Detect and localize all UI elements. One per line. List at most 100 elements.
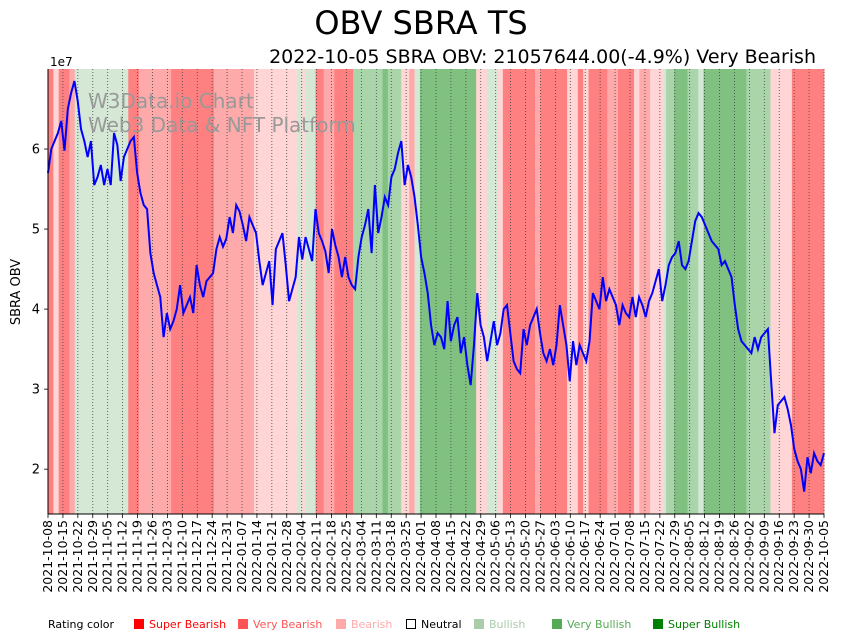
rating-band <box>783 69 787 514</box>
rating-band <box>815 69 820 514</box>
rating-band <box>130 69 135 514</box>
rating-band <box>502 69 506 514</box>
rating-band <box>791 69 795 514</box>
rating-band <box>532 69 536 514</box>
legend-label: Very Bullish <box>567 618 632 631</box>
rating-band <box>481 69 485 514</box>
rating-band <box>181 69 185 514</box>
rating-band <box>516 69 520 514</box>
legend-swatch <box>653 619 663 629</box>
rating-band <box>759 69 763 514</box>
rating-band <box>537 69 541 514</box>
rating-band <box>805 69 809 514</box>
rating-band <box>122 69 126 514</box>
x-tick-label: 2022-09-02 <box>741 520 756 593</box>
rating-band <box>248 69 252 514</box>
rating-band <box>64 69 68 514</box>
rating-band <box>513 69 517 514</box>
rating-band <box>216 69 220 514</box>
rating-band <box>66 69 70 514</box>
rating-band <box>625 69 630 514</box>
rating-band <box>644 69 648 514</box>
x-ticks: 2021-10-08 2021-10-15 2021-10-22 2021-10-29… <box>40 514 831 593</box>
rating-band <box>307 69 311 514</box>
rating-band <box>572 69 576 514</box>
rating-band <box>58 69 62 514</box>
rating-band <box>155 69 159 514</box>
y-ticks: 2 3 4 5 6 <box>32 143 48 478</box>
rating-band <box>473 69 477 514</box>
x-tick-label: 2022-03-11 <box>368 520 383 593</box>
rating-band <box>700 69 704 514</box>
x-tick-label: 2022-01-14 <box>249 520 264 593</box>
rating-band <box>711 69 715 514</box>
rating-band <box>213 69 217 514</box>
rating-band <box>369 69 373 514</box>
rating-band <box>749 69 753 514</box>
rating-band <box>224 69 228 514</box>
rating-band <box>101 69 105 514</box>
rating-band <box>195 69 199 514</box>
x-tick-label: 2021-12-10 <box>174 520 189 593</box>
rating-band <box>112 69 116 514</box>
rating-band <box>350 69 354 514</box>
y-tick-label: 2 <box>32 463 40 478</box>
rating-band <box>120 69 124 514</box>
rating-band <box>294 69 298 514</box>
rating-band <box>556 69 560 514</box>
x-tick-label: 2022-06-03 <box>547 520 562 593</box>
rating-band <box>706 69 710 514</box>
rating-band <box>529 69 533 514</box>
rating-band <box>128 69 132 514</box>
rating-band <box>508 69 512 514</box>
rating-band <box>746 69 750 514</box>
rating-band <box>655 69 659 514</box>
rating-band <box>109 69 113 514</box>
rating-band <box>256 69 260 514</box>
chart-title: OBV SBRA TS <box>314 4 528 42</box>
rating-band <box>470 69 474 514</box>
x-tick-label: 2022-07-29 <box>667 520 682 593</box>
y-tick-label: 6 <box>32 143 40 158</box>
rating-band <box>609 69 614 514</box>
x-tick-label: 2022-10-05 <box>816 520 831 593</box>
rating-band <box>211 69 215 514</box>
rating-band <box>56 69 60 514</box>
rating-band <box>371 69 375 514</box>
rating-band <box>604 69 608 514</box>
rating-band <box>797 69 801 514</box>
legend-item-super-bullish: Super Bullish <box>653 618 740 631</box>
rating-band <box>69 69 73 514</box>
rating-band <box>133 69 137 514</box>
rating-band <box>457 69 461 514</box>
rating-band <box>489 69 493 514</box>
rating-band <box>642 69 646 514</box>
rating-band <box>620 69 624 514</box>
watermark-line2: Web3 Data & NFT Platform <box>88 113 356 137</box>
x-tick-label: 2022-05-27 <box>532 520 547 593</box>
rating-band <box>438 69 442 514</box>
rating-band <box>168 69 172 514</box>
rating-band <box>617 69 622 514</box>
rating-band <box>259 69 263 514</box>
rating-band <box>446 69 450 514</box>
rating-band <box>492 69 496 514</box>
legend-item-super-bearish: Super Bearish <box>134 618 226 631</box>
rating-band <box>283 69 287 514</box>
rating-band <box>267 69 271 514</box>
x-tick-label: 2022-03-04 <box>353 520 368 593</box>
x-tick-label: 2021-11-19 <box>130 520 145 593</box>
rating-band <box>422 69 426 514</box>
rating-band <box>227 69 231 514</box>
rating-band <box>730 69 734 514</box>
rating-band <box>679 69 683 514</box>
y-tick-label: 5 <box>32 223 40 238</box>
x-tick-label: 2022-01-07 <box>234 520 249 593</box>
rating-band <box>775 69 779 514</box>
rating-band <box>465 69 469 514</box>
rating-band <box>778 69 782 514</box>
rating-band <box>690 69 694 514</box>
rating-band <box>302 69 306 514</box>
rating-band <box>149 69 153 514</box>
